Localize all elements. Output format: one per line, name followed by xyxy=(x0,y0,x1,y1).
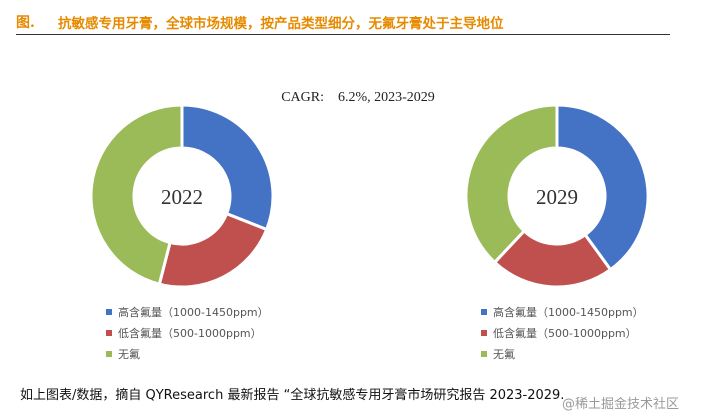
donut-2022-center-label: 2022 xyxy=(161,185,203,209)
legend-2029-swatch-2 xyxy=(481,351,487,357)
legend-2022-swatch-2 xyxy=(106,351,112,357)
legend-2029-swatch-0 xyxy=(481,309,487,315)
cagr-annotation: CAGR: 6.2%, 2023-2029 xyxy=(281,90,435,105)
legend-2022-label-1: 低含氟量（500-1000ppm） xyxy=(118,326,262,340)
legend-2029-label-1: 低含氟量（500-1000ppm） xyxy=(493,326,637,340)
donut-2029-center-label: 2029 xyxy=(536,185,578,209)
donut-2029-slice-0 xyxy=(555,103,650,272)
watermark: @稀土掘金技术社区 xyxy=(562,397,680,412)
donut-2022-slice-1 xyxy=(157,211,269,289)
legend-2022-label-2: 无氟 xyxy=(118,348,140,361)
donut-2029-slice-2 xyxy=(464,103,559,265)
figure-header: 图. 抗敏感专用牙膏，全球市场规模，按产品类型细分，无氟牙膏处于主导地位 xyxy=(16,8,670,35)
legend-2029-label-0: 高含氟量（1000-1450ppm） xyxy=(493,305,644,319)
legend-2022-swatch-0 xyxy=(106,309,112,315)
legend-2022-label-0: 高含氟量（1000-1450ppm） xyxy=(118,305,269,319)
legend-2029-label-2: 无氟 xyxy=(493,348,515,361)
legend-2022-swatch-1 xyxy=(106,330,112,336)
legend-2029-swatch-1 xyxy=(481,330,487,336)
figure-label: 图. xyxy=(16,15,35,31)
donut-2022-slice-2 xyxy=(89,103,184,286)
donut-2022-slice-0 xyxy=(180,103,275,232)
source-caption: 如上图表/数据，摘自 QYResearch 最新报告 “全球抗敏感专用牙膏市场研… xyxy=(20,388,565,403)
figure-title: 抗敏感专用牙膏，全球市场规模，按产品类型细分，无氟牙膏处于主导地位 xyxy=(58,16,504,32)
